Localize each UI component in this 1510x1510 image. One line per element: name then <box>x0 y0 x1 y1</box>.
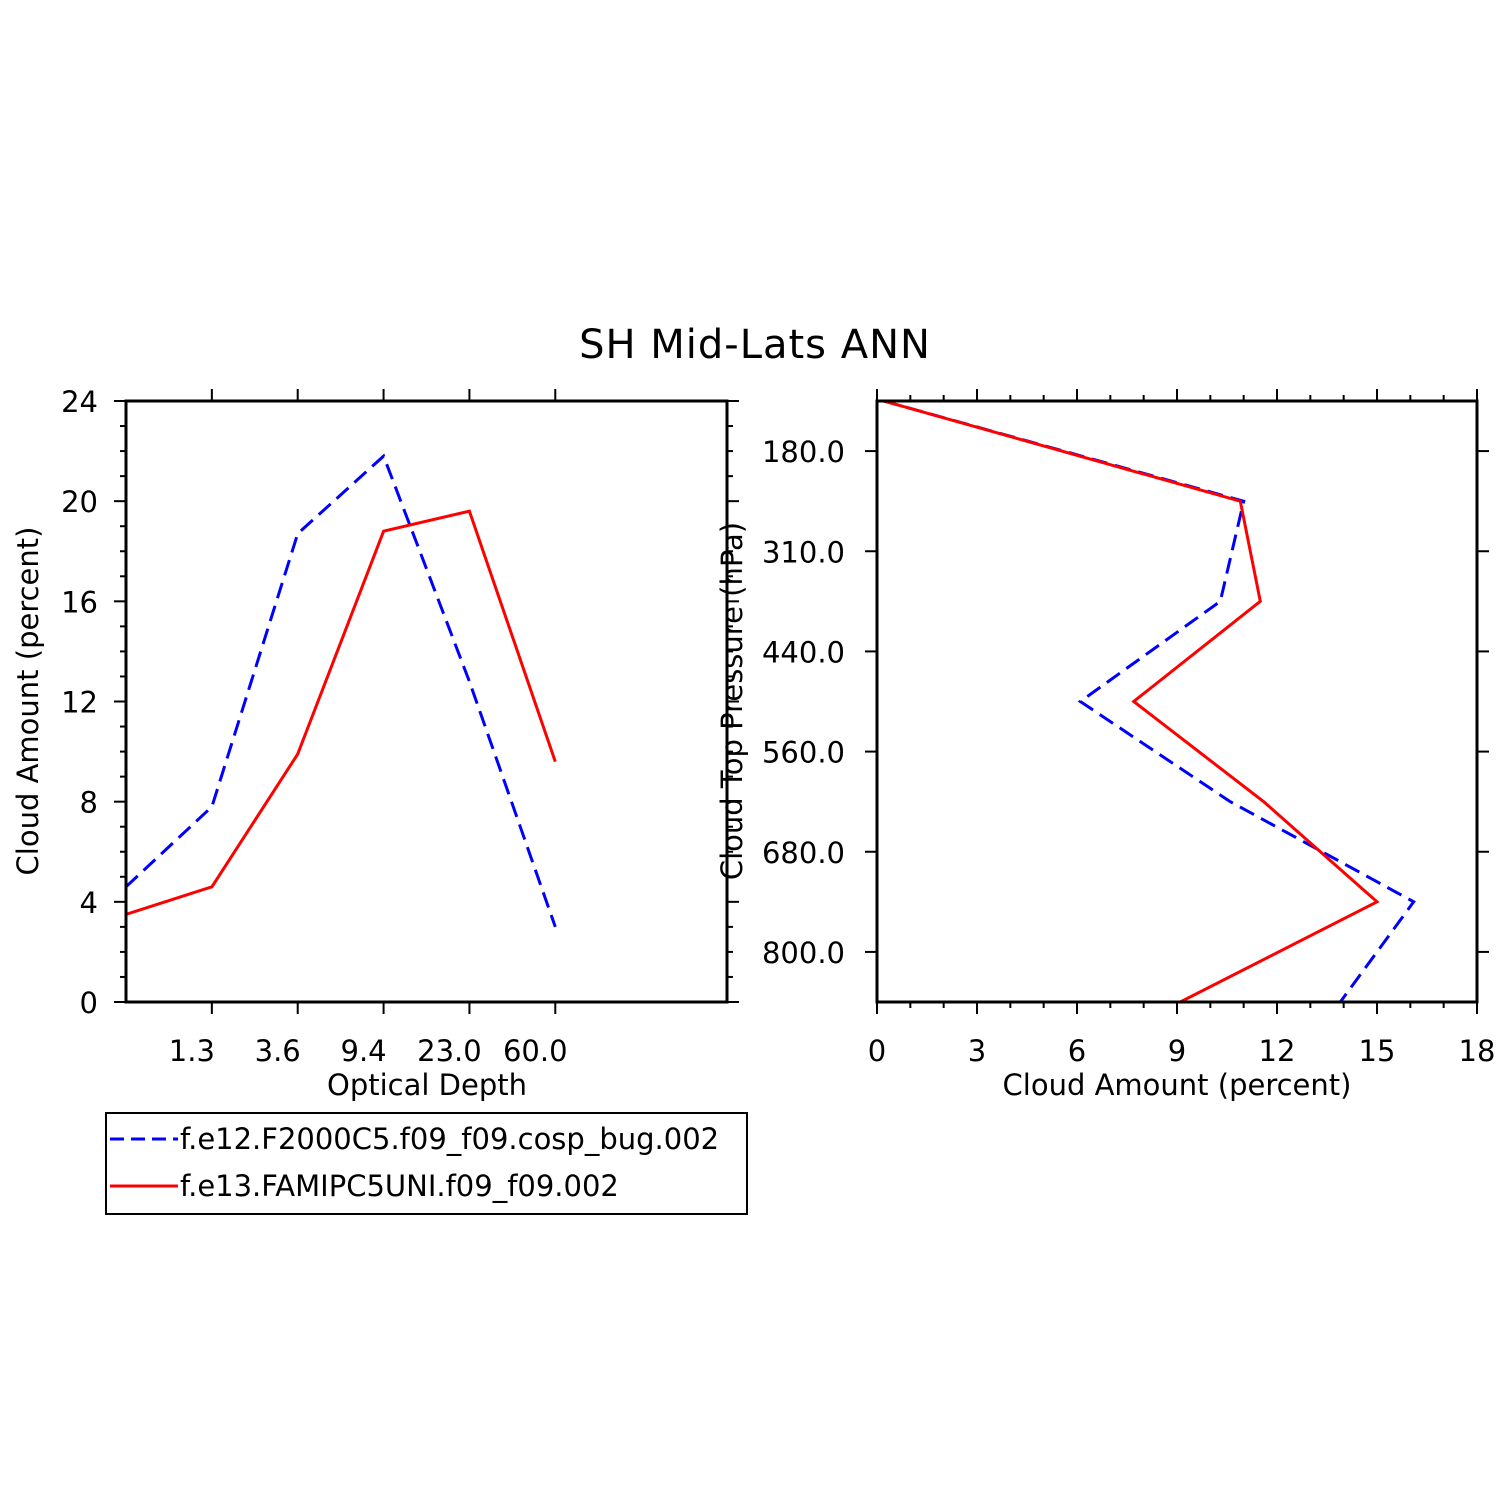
right-x-axis-title: Cloud Amount (percent) <box>1003 1068 1352 1102</box>
right-y-tick-label: 800.0 <box>762 936 845 970</box>
left-x-tick-label: 9.4 <box>341 1034 387 1068</box>
left-y-tick-label: 20 <box>61 485 98 519</box>
right-y-tick-label: 560.0 <box>762 736 845 770</box>
right-x-tick-label: 0 <box>868 1034 886 1068</box>
right-x-tick-label: 6 <box>1068 1034 1086 1068</box>
figure-title: SH Mid-Lats ANN <box>579 322 931 368</box>
left-y-tick-label: 4 <box>80 886 98 920</box>
left-x-tick-label: 1.3 <box>169 1034 215 1068</box>
right-x-tick-label: 3 <box>968 1034 986 1068</box>
right-y-axis-title: Cloud Top Pressure (hPa) <box>715 522 749 880</box>
legend-label-2: f.e13.FAMIPC5UNI.f09_f09.002 <box>180 1169 619 1203</box>
right-y-tick-label: 180.0 <box>762 435 845 469</box>
legend-box <box>105 1112 748 1215</box>
right-y-tick-label: 680.0 <box>762 836 845 870</box>
right-series-line-1 <box>883 401 1416 1002</box>
left-y-axis-title: Cloud Amount (percent) <box>11 527 45 876</box>
right-x-tick-label: 15 <box>1359 1034 1396 1068</box>
left-y-tick-label: 24 <box>61 385 98 419</box>
left-series-line-2 <box>126 509 557 916</box>
left-x-tick-label: 60.0 <box>503 1034 568 1068</box>
left-y-tick-label: 16 <box>61 585 98 619</box>
right-x-tick-label: 9 <box>1168 1034 1186 1068</box>
left-y-tick-label: 0 <box>80 986 98 1020</box>
right-x-tick-label: 12 <box>1259 1034 1296 1068</box>
left-series-line-1 <box>126 453 557 928</box>
left-y-tick-label: 8 <box>80 786 98 820</box>
left-x-tick-label: 23.0 <box>417 1034 482 1068</box>
left-x-axis-title: Optical Depth <box>327 1068 527 1102</box>
right-y-tick-label: 440.0 <box>762 635 845 669</box>
legend-label-1: f.e12.F2000C5.f09_f09.cosp_bug.002 <box>180 1122 719 1156</box>
right-series-line-2 <box>883 401 1380 1002</box>
left-y-tick-label: 12 <box>61 686 98 720</box>
right-panel-cloud-top-pressure: 0 3 6 9 12 15 18 180.0 310.0 440.0 560.0 680.0 800.0… <box>715 389 1495 1102</box>
right-y-tick-label: 310.0 <box>762 535 845 569</box>
legend: f.e12.F2000C5.f09_f09.cosp_bug.002 f.e13.… <box>105 1112 748 1215</box>
left-x-tick-label: 3.6 <box>255 1034 301 1068</box>
right-x-tick-label: 18 <box>1459 1034 1496 1068</box>
